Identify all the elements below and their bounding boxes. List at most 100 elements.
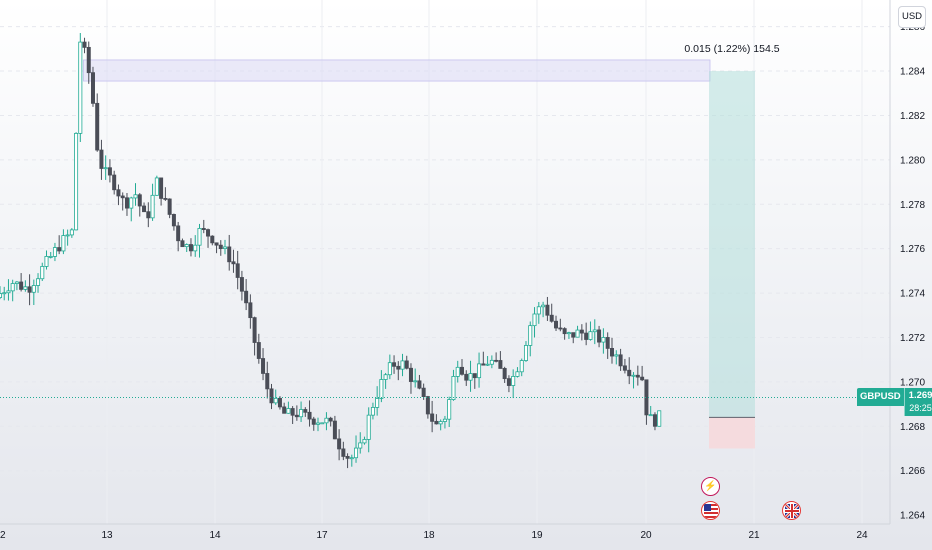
candle-body <box>597 329 602 343</box>
candle-body <box>396 365 401 370</box>
candle-body <box>354 447 359 459</box>
candle-body <box>150 194 155 219</box>
candle-body <box>120 195 125 199</box>
candle-body <box>370 406 375 416</box>
candle-body <box>571 332 576 338</box>
candle-body <box>562 328 567 335</box>
time-tick-label: 13 <box>101 530 113 541</box>
candle-body <box>447 399 452 420</box>
candle-body <box>337 438 342 450</box>
candle-body <box>498 360 503 369</box>
candle-body <box>99 149 104 169</box>
candle-body <box>324 417 329 424</box>
candle-body <box>622 365 627 371</box>
candle-body <box>133 194 138 199</box>
candle-body <box>536 306 541 315</box>
time-tick-label: 19 <box>531 530 543 541</box>
range-highlight-box <box>83 59 711 82</box>
candle-body <box>19 281 24 290</box>
candle-body <box>328 417 333 422</box>
candle-body <box>601 337 606 343</box>
candle-body <box>61 235 66 252</box>
candle-body <box>451 376 456 400</box>
price-tick-label: 1.280 <box>900 155 925 166</box>
candle-body <box>48 256 53 258</box>
candle-body <box>239 277 244 292</box>
candle-body <box>261 358 266 374</box>
price-tick-label: 1.272 <box>900 333 925 344</box>
candle-body <box>294 414 299 418</box>
candle-body <box>588 331 593 340</box>
candle-body <box>614 354 619 357</box>
candle-body <box>635 374 640 378</box>
position-stats-label: 0.015 (1.22%) 154.5 <box>684 43 779 55</box>
candle-body <box>640 376 645 381</box>
candle-body <box>40 266 45 280</box>
candle-body <box>112 174 117 191</box>
candle-body <box>197 228 202 246</box>
candle-body <box>408 367 413 382</box>
candle-body <box>485 363 490 366</box>
price-tick-label: 1.268 <box>900 422 925 433</box>
candle-body <box>52 247 57 257</box>
candle-body <box>341 448 346 457</box>
position-profit-zone[interactable] <box>709 71 755 418</box>
last-price-tag: GBPUSD 1.269 28:25 <box>857 388 932 416</box>
candle-body <box>468 373 473 381</box>
candle-body <box>421 387 426 397</box>
us-flag-icon[interactable] <box>701 501 720 520</box>
candle-body <box>362 439 367 444</box>
candle-body <box>618 354 623 367</box>
candle-body <box>124 197 129 209</box>
bar-countdown: 28:25 <box>909 403 932 413</box>
candle-body <box>425 396 430 415</box>
candle-body <box>214 242 219 246</box>
candle-body <box>584 332 589 340</box>
candle-body <box>256 342 261 359</box>
candle-body <box>566 332 571 335</box>
currency-selector-button[interactable]: USD <box>898 6 926 28</box>
candle-body <box>332 420 337 440</box>
candle-body <box>528 325 533 346</box>
candle-body <box>290 408 295 416</box>
time-tick-label: 18 <box>423 530 435 541</box>
candle-body <box>413 380 418 383</box>
price-tick-label: 1.282 <box>900 111 925 122</box>
candle-body <box>579 329 584 334</box>
candle-body <box>107 167 112 176</box>
candle-body <box>252 317 257 343</box>
time-axis[interactable]: 2 13 14 17 18 19 20 21 24 <box>0 530 868 541</box>
candlestick-series <box>0 33 662 469</box>
price-tick-label: 1.278 <box>900 200 925 211</box>
candle-body <box>472 373 477 379</box>
candle-body <box>575 329 580 338</box>
candle-body <box>227 246 232 263</box>
candle-body <box>14 281 19 284</box>
candle-body <box>489 359 494 365</box>
candle-body <box>171 214 176 227</box>
candle-body <box>31 285 36 293</box>
position-loss-zone[interactable] <box>709 417 755 449</box>
candle-body <box>223 246 228 250</box>
candle-body <box>430 413 435 422</box>
candle-body <box>511 376 516 386</box>
price-axis[interactable]: 1.2861.2841.2821.2801.2781.2761.2741.272… <box>900 22 925 521</box>
candle-body <box>74 132 79 231</box>
lightning-icon[interactable]: ⚡ <box>701 477 720 496</box>
candle-body <box>116 189 121 197</box>
candle-body <box>23 286 28 290</box>
candle-body <box>549 314 554 322</box>
gb-flag-icon[interactable] <box>782 501 801 520</box>
candle-body <box>375 398 380 408</box>
candle-body <box>86 46 91 74</box>
candle-body <box>188 244 193 252</box>
time-tick-label: 20 <box>640 530 652 541</box>
candle-body <box>299 409 304 418</box>
candle-body <box>27 286 32 293</box>
price-tick-label: 1.270 <box>900 377 925 388</box>
candle-body <box>392 362 397 367</box>
candle-body <box>273 397 278 404</box>
candle-body <box>545 304 550 316</box>
candle-body <box>515 371 520 377</box>
